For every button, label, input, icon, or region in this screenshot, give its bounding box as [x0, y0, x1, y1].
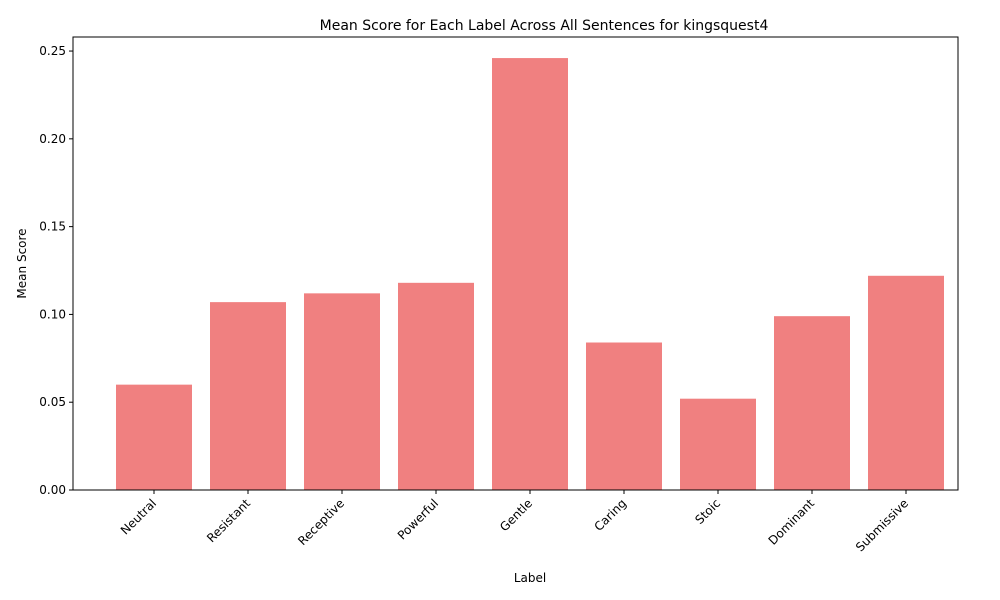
- y-axis: 0.00 0.05 0.10 0.15 0.20 0.25: [39, 44, 73, 497]
- x-tick-label: Receptive: [295, 496, 347, 548]
- x-axis-label: Label: [514, 571, 546, 585]
- bar-caring: [586, 342, 662, 490]
- y-tick-label: 0.25: [39, 44, 66, 58]
- y-tick-label: 0.10: [39, 307, 66, 321]
- x-tick-label: Dominant: [766, 496, 818, 548]
- x-axis: Neutral Resistant Receptive Powerful Gentle C…: [118, 490, 911, 554]
- bar-submissive: [868, 275, 944, 490]
- x-tick-label: Powerful: [395, 496, 441, 542]
- bar-receptive: [304, 293, 380, 490]
- y-axis-label: Mean Score: [15, 228, 29, 298]
- bars-group: [116, 58, 944, 491]
- x-tick-label: Stoic: [692, 496, 723, 527]
- y-tick-label: 0.05: [39, 395, 66, 409]
- x-tick-label: Resistant: [204, 496, 253, 545]
- plot-frame: [72, 36, 959, 491]
- x-tick-label: Neutral: [118, 496, 159, 537]
- bar-powerful: [398, 282, 474, 490]
- x-tick-label: Caring: [591, 496, 629, 534]
- x-tick-label: Gentle: [497, 496, 535, 534]
- bar-dominant: [774, 316, 850, 490]
- chart-title: Mean Score for Each Label Across All Sen…: [320, 18, 769, 34]
- bar-stoic: [680, 398, 756, 490]
- y-tick-label: 0.15: [39, 220, 66, 234]
- y-tick-label: 0.00: [39, 483, 66, 497]
- bar-neutral: [116, 384, 192, 490]
- x-tick-label: Submissive: [853, 496, 911, 554]
- bar-resistant: [210, 302, 286, 490]
- bar-gentle: [492, 58, 568, 491]
- y-tick-label: 0.20: [39, 132, 66, 146]
